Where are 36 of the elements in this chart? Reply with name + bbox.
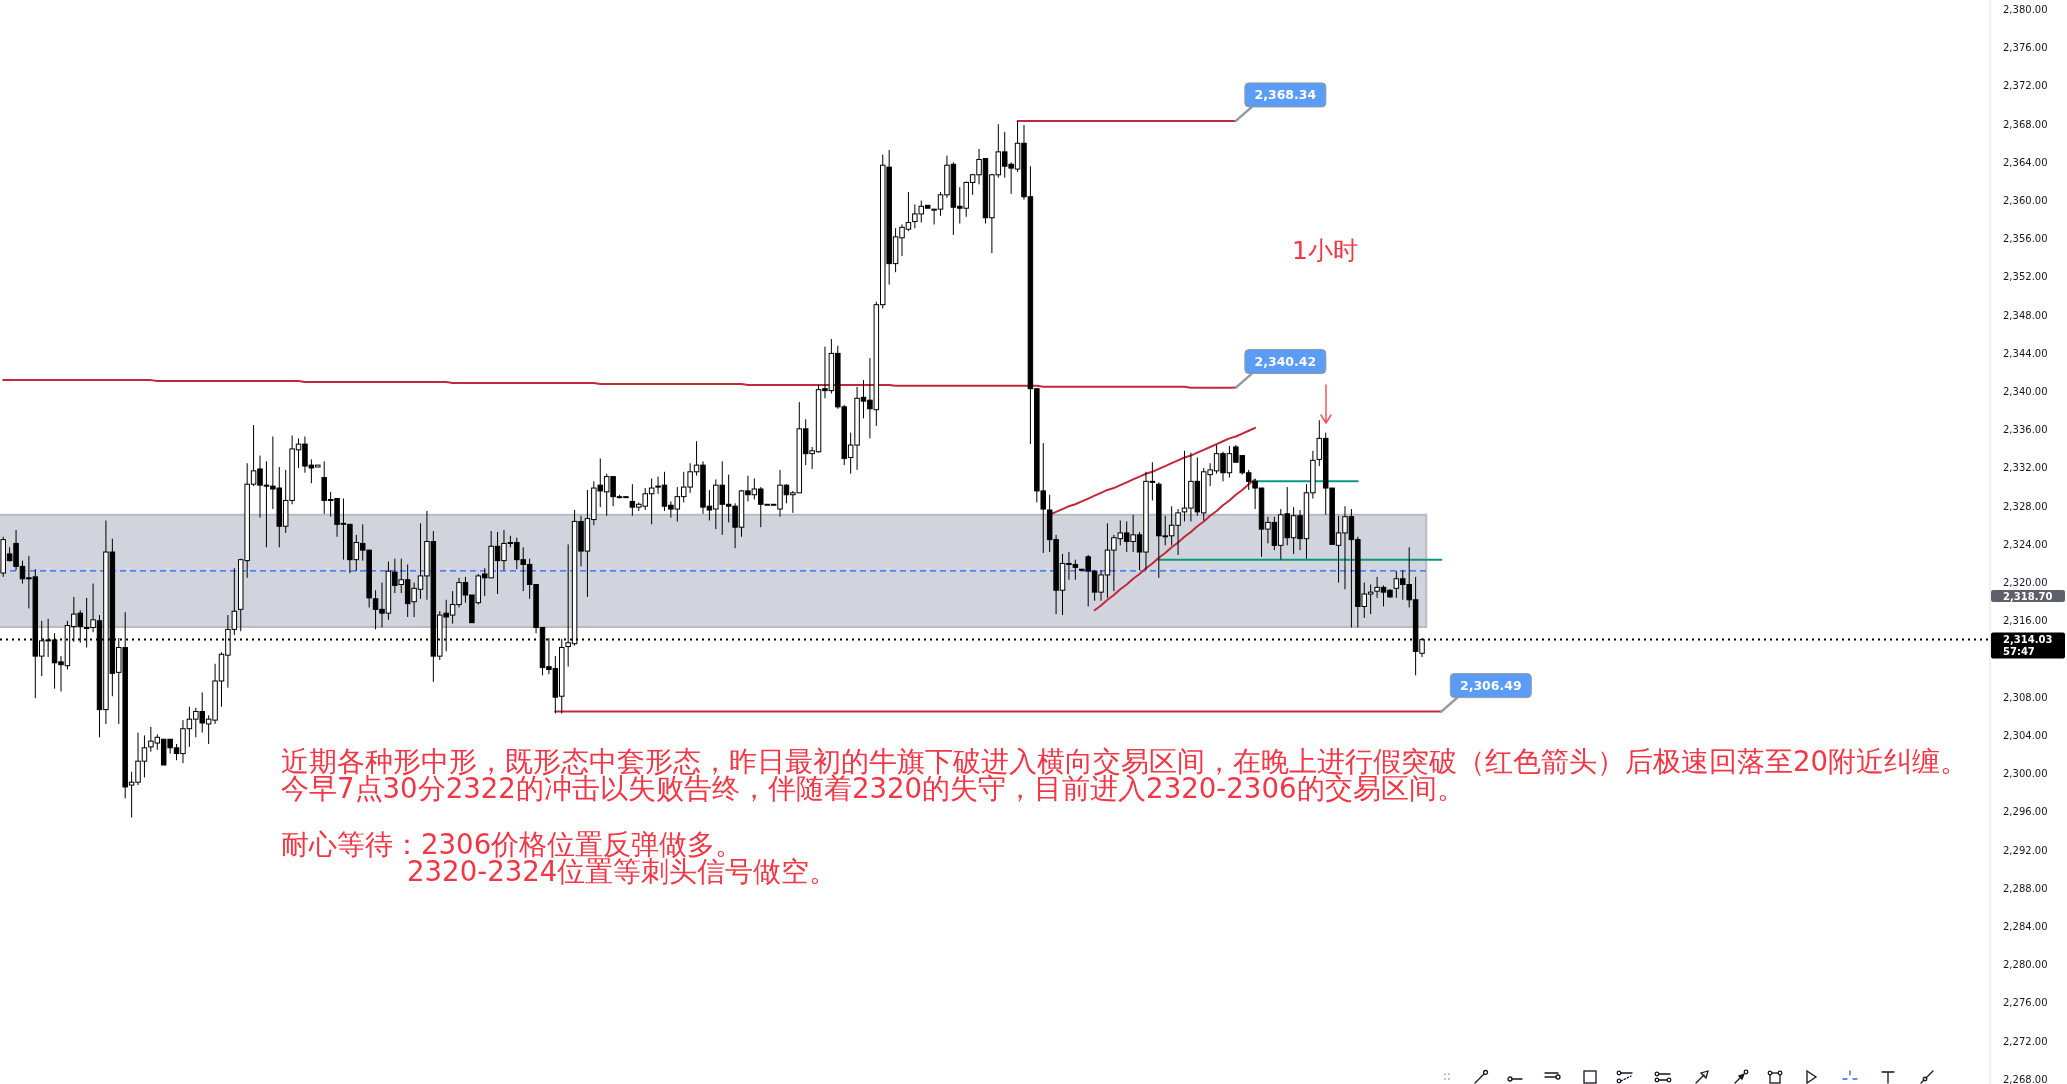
- y-tick-label: 2,360.00: [2003, 195, 2048, 207]
- y-tick-label: 2,328.00: [2003, 500, 2048, 512]
- y-tick-label: 2,276.00: [2003, 997, 2048, 1009]
- y-tick-label: 2,344.00: [2003, 347, 2048, 359]
- y-tick-label: 2,280.00: [2003, 959, 2048, 971]
- data-label: 2,306.49: [1459, 678, 1522, 694]
- y-tick-label: 2,300.00: [2003, 768, 2048, 780]
- y-tick-label: 2,292.00: [2003, 844, 2048, 856]
- text: 2,318.70: [2003, 590, 2053, 602]
- y-tick-label: 2,336.00: [2003, 424, 2048, 436]
- y-tick-label: 2,376.00: [2003, 42, 2048, 54]
- annotation: 1小时: [1292, 235, 1358, 265]
- y-tick-label: 2,340.00: [2003, 386, 2048, 398]
- y-tick-label: 2,372.00: [2003, 80, 2048, 92]
- y-tick-label: 2,316.00: [2003, 615, 2048, 627]
- data-label: 2,340.42: [1254, 354, 1317, 370]
- y-tick-label: 2,284.00: [2003, 920, 2048, 932]
- y-tick-label: 2,308.00: [2003, 691, 2048, 703]
- ref-line-label: 2,314.03 57:47: [2003, 634, 2053, 658]
- data-label: 2,368.34: [1254, 87, 1317, 103]
- y-tick-label: 2,304.00: [2003, 729, 2048, 741]
- y-tick-label: 2,364.00: [2003, 156, 2048, 168]
- y-tick-label: 2,356.00: [2003, 233, 2048, 245]
- line-series: [2, 379, 1237, 389]
- y-tick-label: 2,268.00: [2003, 1073, 2048, 1084]
- y-tick-label: 2,348.00: [2003, 309, 2048, 321]
- y-tick-label: 2,288.00: [2003, 882, 2048, 894]
- y-tick-label: 2,320.00: [2003, 577, 2048, 589]
- y-tick-label: 2,296.00: [2003, 806, 2048, 818]
- y-tick-label: 2,352.00: [2003, 271, 2048, 283]
- y-tick-label: 2,380.00: [2003, 4, 2048, 16]
- line-series: [1093, 478, 1257, 612]
- y-tick-label: 2,324.00: [2003, 538, 2048, 550]
- y-tick-label: 2,368.00: [2003, 118, 2048, 130]
- y-tick-label: 2,332.00: [2003, 462, 2048, 474]
- y-tick-label: 2,272.00: [2003, 1035, 2048, 1047]
